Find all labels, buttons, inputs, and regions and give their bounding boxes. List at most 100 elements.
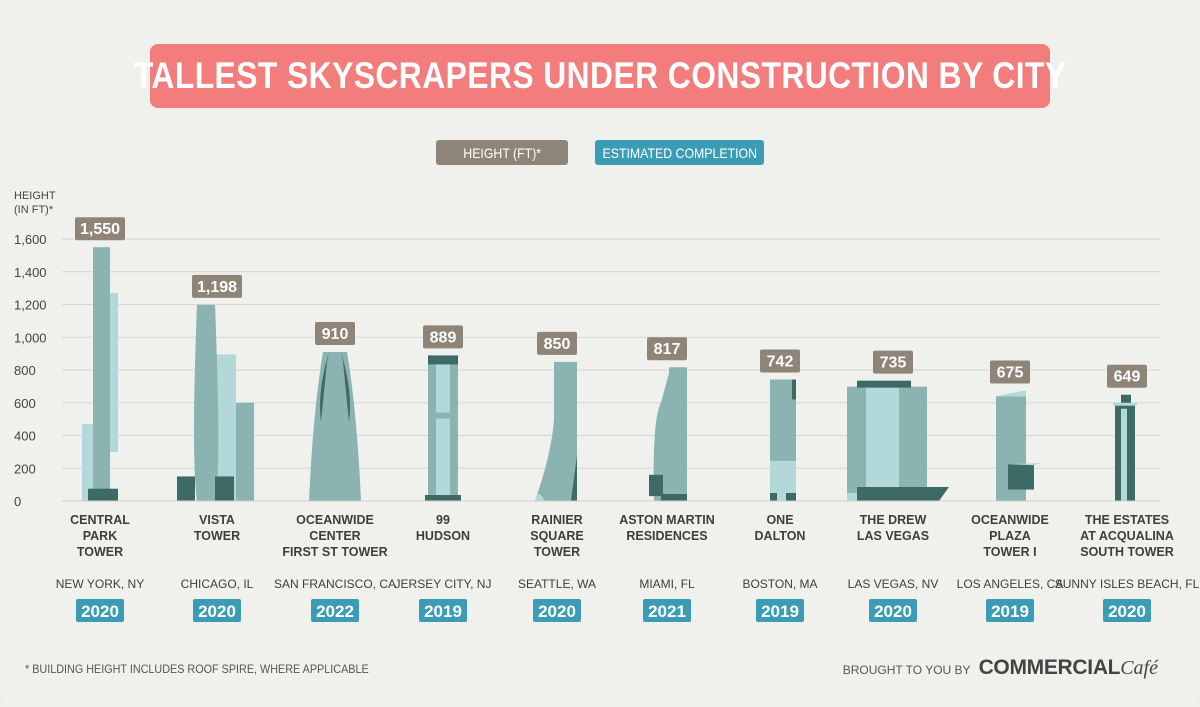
building-part <box>1121 394 1131 407</box>
building-part <box>661 494 687 501</box>
x-tick-label: ONE <box>766 513 793 527</box>
y-tick-label: 1,400 <box>14 265 47 280</box>
x-tick-label: CENTER <box>309 529 360 543</box>
value-label: 742 <box>767 353 794 370</box>
x-tick-label: TOWER <box>194 529 240 543</box>
city-label: BOSTON, MA <box>742 577 817 591</box>
building-part <box>234 402 254 501</box>
city-label: NEW YORK, NY <box>56 577 144 591</box>
building-part <box>108 293 118 452</box>
x-tick-label: SOUTH TOWER <box>1080 545 1174 559</box>
value-badge <box>647 337 687 361</box>
value-label: 735 <box>880 355 907 372</box>
completion-label: 2019 <box>991 602 1029 621</box>
x-tick-label: TOWER <box>534 545 580 559</box>
value-label: 675 <box>997 364 1024 381</box>
building-part <box>857 380 911 388</box>
tower-group: 910 OCEANWIDE CENTER FIRST ST TOWER SAN FRAN… <box>274 321 396 622</box>
brand-prefix: BROUGHT TO YOU BY <box>842 663 971 677</box>
completion-label: 2021 <box>648 602 686 621</box>
x-tick-label: THE DREW <box>860 513 927 527</box>
x-tick-label: ASTON MARTIN <box>619 513 715 527</box>
completion-label: 2020 <box>198 602 236 621</box>
tower-group: 850 RAINIER SQUARE TOWER SEATTLE, WA 2020 <box>518 331 596 622</box>
x-tick-label: CENTRAL <box>70 513 130 527</box>
building-part <box>1008 463 1042 466</box>
tower-group: 675 OCEANWIDE PLAZA TOWER I LOS ANGELES, CA 2… <box>957 360 1063 622</box>
x-tick-label: FIRST ST TOWER <box>282 545 387 559</box>
value-badge <box>537 331 577 355</box>
x-tick-label: SQUARE <box>530 529 583 543</box>
building-part <box>341 351 350 422</box>
page-title: TALLEST SKYSCRAPERS UNDER CONSTRUCTION B… <box>133 55 1067 96</box>
value-label: 889 <box>430 329 457 346</box>
y-tick-label: 400 <box>14 429 36 444</box>
building-part <box>82 424 94 501</box>
x-tick-label: OCEANWIDE <box>296 513 374 527</box>
building-part <box>786 493 796 501</box>
city-label: SEATTLE, WA <box>518 577 596 591</box>
completion-badge <box>419 599 467 622</box>
building-part <box>215 476 234 501</box>
brand-credit: BROUGHT TO YOU BY COMMERCIAL Café <box>843 656 1158 680</box>
brand-logo-suffix: Café <box>1120 657 1158 679</box>
building-part <box>320 351 329 422</box>
completion-badge <box>1103 599 1151 622</box>
x-tick-label: RAINIER <box>531 513 582 527</box>
y-tick-label: 200 <box>14 461 36 476</box>
completion-badge <box>756 599 804 622</box>
building-part <box>425 495 461 501</box>
building-part <box>792 379 796 400</box>
y-tick-label: 800 <box>14 363 36 378</box>
completion-label: 2020 <box>1108 602 1146 621</box>
x-tick-label: RESIDENCES <box>626 529 707 543</box>
footnote: * BUILDING HEIGHT INCLUDES ROOF SPIRE, W… <box>25 662 369 676</box>
tower-group: 1,198 VISTA TOWER CHICAGO, IL 2020 <box>177 274 254 622</box>
y-axis-label: (IN FT)* <box>14 204 54 216</box>
x-tick-label: OCEANWIDE <box>971 513 1049 527</box>
legend-height-label: HEIGHT (FT)* <box>463 144 541 161</box>
x-tick-label: TOWER <box>77 545 123 559</box>
value-badge <box>423 325 463 349</box>
tower-group: 1,550 CENTRAL PARK TOWER NEW YORK, NY 2020 <box>56 217 144 622</box>
value-badge <box>75 217 125 241</box>
building-part <box>847 493 857 501</box>
x-tick-label: HUDSON <box>416 529 470 543</box>
city-label: LAS VEGAS, NV <box>848 577 939 591</box>
y-tick-label: 1,600 <box>14 232 47 247</box>
y-tick-label: 1,000 <box>14 330 47 345</box>
building-part <box>535 494 545 501</box>
building-part <box>770 493 777 501</box>
completion-label: 2020 <box>81 602 119 621</box>
completion-badge <box>986 599 1034 622</box>
building-part <box>996 390 1026 397</box>
value-label: 910 <box>322 326 349 343</box>
x-tick-label: THE ESTATES <box>1085 513 1169 527</box>
value-label: 1,550 <box>80 221 120 238</box>
completion-badge <box>869 599 917 622</box>
building-part <box>214 354 236 501</box>
building-part <box>309 351 361 501</box>
tower-group: 889 99 HUDSON JERSEY CITY, NJ 2019 <box>395 325 491 622</box>
building-part <box>649 474 663 497</box>
legend-height-chip: HEIGHT (FT)* <box>436 140 568 165</box>
tower-group: 817 ASTON MARTIN RESIDENCES MIAMI, FL 2021 <box>619 337 715 622</box>
y-tick-label: 0 <box>14 494 21 509</box>
value-badge <box>760 349 800 373</box>
building-part <box>857 487 949 501</box>
building-part <box>88 488 118 501</box>
completion-badge <box>76 599 124 622</box>
building-part <box>93 247 110 501</box>
completion-badge <box>643 599 691 622</box>
building-part <box>194 304 219 501</box>
completion-label: 2022 <box>316 602 354 621</box>
completion-label: 2019 <box>424 602 462 621</box>
y-tick-label: 1,200 <box>14 298 47 313</box>
y-tick-label: 600 <box>14 396 36 411</box>
tower-group: 649 THE ESTATES AT ACQUALINA SOUTH TOWER SUN… <box>1055 364 1200 622</box>
city-label: SUNNY ISLES BEACH, FL <box>1055 577 1200 591</box>
x-tick-label: TOWER I <box>983 545 1036 559</box>
tower-group: 735 THE DREW LAS VEGAS LAS VEGAS, NV 2020 <box>847 350 949 622</box>
building-part <box>177 476 195 501</box>
